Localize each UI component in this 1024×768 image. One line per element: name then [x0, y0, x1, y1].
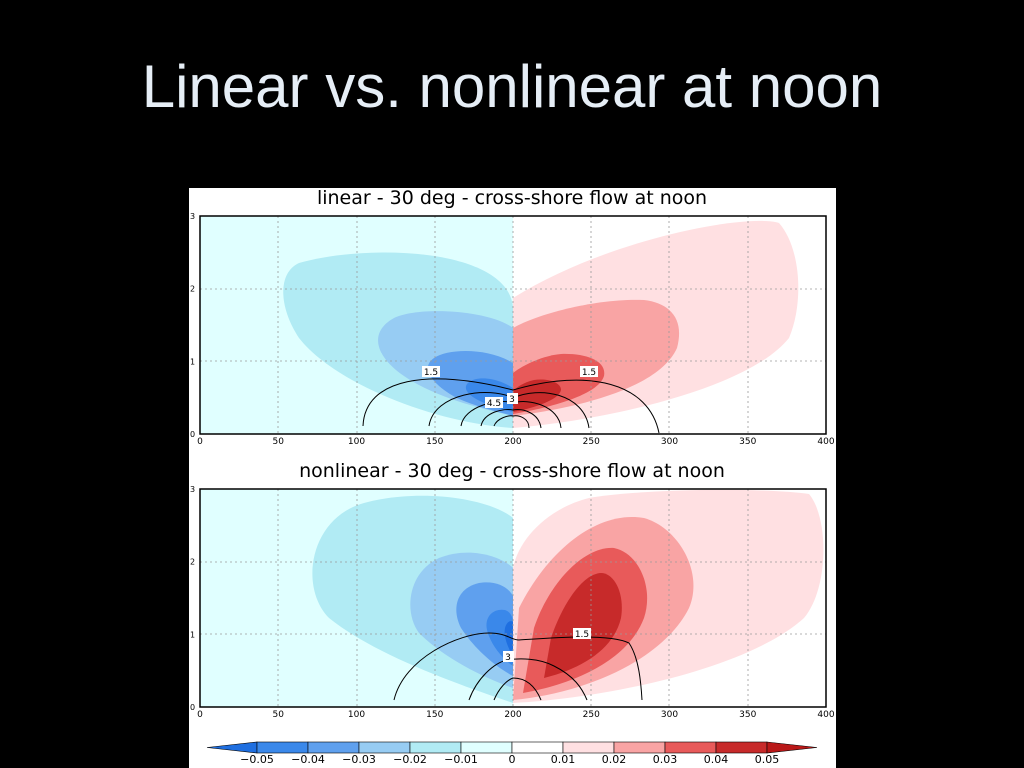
- colorbar-swatch: [715, 741, 768, 754]
- nonlinear-panel: nonlinear - 30 deg - cross-shore flow at…: [190, 460, 835, 720]
- y-tick-label: 2: [190, 558, 195, 567]
- x-tick-label: 50: [273, 437, 285, 447]
- x-tick-label: 200: [504, 710, 521, 720]
- nonlinear-panel-title: nonlinear - 30 deg - cross-shore flow at…: [299, 460, 725, 482]
- contour-label: 4.5: [487, 399, 501, 409]
- figure: linear - 30 deg - cross-shore flow at no…: [189, 188, 836, 768]
- positive-fill-0.04: [513, 379, 561, 412]
- nonlinear-x-axis: 0 50 100 150 200 250 300 350 400: [197, 710, 835, 720]
- nonlinear-plot-area: 1.5 3: [199, 488, 827, 708]
- linear-panel-title: linear - 30 deg - cross-shore flow at no…: [317, 188, 707, 209]
- linear-y-axis: 0 1 2 3: [190, 212, 195, 439]
- colorbar-label: 0: [509, 753, 516, 766]
- y-tick-label: 2: [190, 285, 195, 294]
- colorbar-swatch: [613, 741, 666, 754]
- y-tick-label: 0: [190, 703, 195, 712]
- x-tick-label: 350: [739, 710, 756, 720]
- colorbar-swatch: [664, 741, 717, 754]
- linear-plot-area: 1.5 4.5 3 1.5: [199, 215, 827, 435]
- x-tick-label: 0: [197, 710, 203, 720]
- colorbar-label: −0.04: [291, 753, 325, 766]
- x-tick-label: 100: [348, 710, 365, 720]
- colorbar-label: −0.02: [393, 753, 427, 766]
- linear-panel: linear - 30 deg - cross-shore flow at no…: [190, 188, 835, 447]
- colorbar-swatch: [358, 741, 411, 754]
- x-tick-label: 150: [426, 437, 443, 447]
- colorbar-label: 0.02: [602, 753, 627, 766]
- linear-contour-labels: 1.5 4.5 3 1.5: [422, 366, 598, 409]
- nonlinear-y-axis: 0 1 2 3: [190, 485, 195, 712]
- nonlinear-contour-lines: [393, 632, 643, 701]
- positive-fill-0.04: [544, 573, 622, 678]
- x-tick-label: 200: [504, 437, 521, 447]
- y-tick-label: 0: [190, 430, 195, 439]
- colorbar-swatch: [562, 741, 615, 754]
- contour-label: 1.5: [424, 368, 438, 378]
- y-tick-label: 1: [190, 630, 195, 639]
- x-tick-label: 0: [197, 437, 203, 447]
- colorbar-label: 0.04: [704, 753, 729, 766]
- colorbar-label: −0.01: [444, 753, 478, 766]
- x-tick-label: 150: [426, 710, 443, 720]
- colorbar-label: −0.03: [342, 753, 376, 766]
- colorbar-swatch: [307, 741, 360, 754]
- slide-title: Linear vs. nonlinear at noon: [141, 53, 883, 120]
- nonlinear-grid: [200, 489, 826, 707]
- x-tick-label: 400: [817, 710, 834, 720]
- x-tick-label: 300: [661, 437, 678, 447]
- x-tick-label: 250: [583, 710, 600, 720]
- colorbar-label: −0.05: [240, 753, 274, 766]
- nonlinear-contour-labels: 1.5 3: [503, 628, 591, 663]
- y-tick-label: 3: [190, 485, 195, 494]
- contour-label: 1.5: [575, 630, 589, 640]
- colorbar-label: 0.03: [653, 753, 678, 766]
- contour-label: 1.5: [582, 368, 596, 378]
- contour-label: 3: [509, 395, 515, 405]
- negative-fill-0.05: [504, 621, 513, 658]
- y-tick-label: 1: [190, 357, 195, 366]
- x-tick-label: 350: [739, 437, 756, 447]
- colorbar-swatch: [409, 741, 462, 754]
- colorbar-max-arrow: [766, 741, 818, 754]
- colorbar-label: 0.01: [551, 753, 576, 766]
- colorbar-swatch: [511, 741, 564, 754]
- linear-grid: [200, 216, 826, 434]
- x-tick-label: 250: [583, 437, 600, 447]
- colorbar-swatch: [256, 741, 309, 754]
- colorbar-label: 0.05: [755, 753, 780, 766]
- contour-label: 3: [505, 653, 511, 663]
- colorbar-swatch: [460, 741, 513, 754]
- y-tick-label: 3: [190, 212, 195, 221]
- x-tick-label: 100: [348, 437, 365, 447]
- colorbar-min-arrow: [206, 741, 258, 754]
- contour-figure: linear - 30 deg - cross-shore flow at no…: [190, 188, 835, 766]
- x-tick-label: 300: [661, 710, 678, 720]
- linear-x-axis: 0 50 100 150 200 250 300 350 400: [197, 437, 835, 447]
- plot-frame: [199, 215, 827, 435]
- plot-frame: [199, 488, 827, 708]
- colorbar: −0.05 −0.04 −0.03 −0.02 −0.01 0 0.01 0.02 0.03 0.…: [206, 741, 818, 766]
- x-tick-label: 50: [273, 710, 285, 720]
- x-tick-label: 400: [817, 437, 834, 447]
